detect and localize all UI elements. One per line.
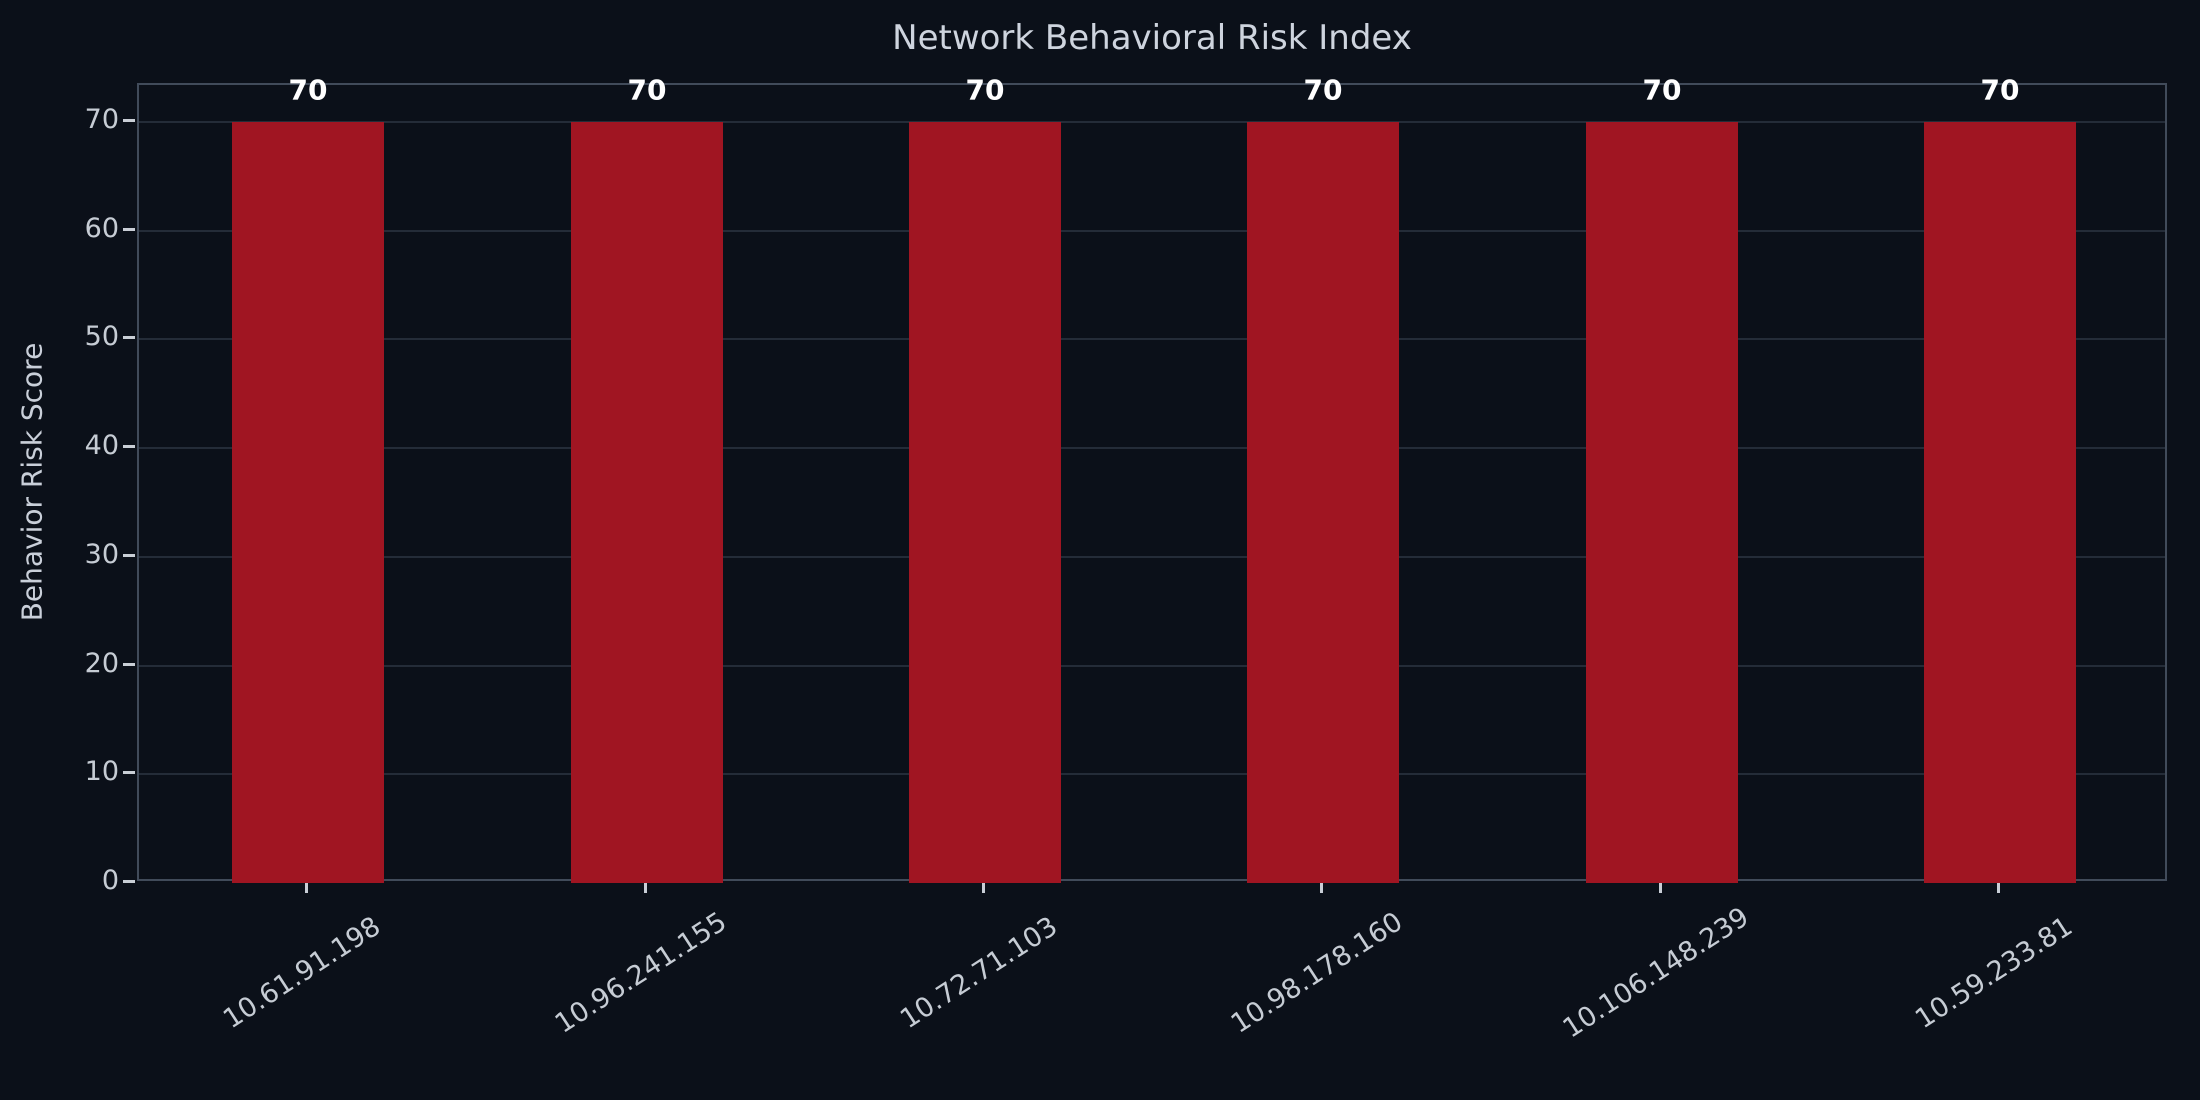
y-tick-mark bbox=[123, 771, 135, 774]
bar-value-label: 70 bbox=[1303, 73, 1343, 107]
bar-value-label: 70 bbox=[627, 73, 667, 107]
chart-title: Network Behavioral Risk Index bbox=[892, 18, 1412, 58]
bar-value-label: 70 bbox=[1642, 73, 1682, 107]
x-tick-mark bbox=[305, 883, 308, 893]
x-tick-mark bbox=[644, 883, 647, 893]
x-tick-mark bbox=[1659, 883, 1662, 893]
y-tick-mark bbox=[123, 554, 135, 557]
bar-value-label: 70 bbox=[288, 73, 328, 107]
gridline-y-60 bbox=[139, 229, 2165, 232]
x-tick-label: 10.72.71.103 bbox=[894, 910, 1064, 1036]
y-tick-mark bbox=[123, 228, 135, 231]
x-tick-mark bbox=[1997, 883, 2000, 893]
y-tick-label: 40 bbox=[84, 430, 119, 461]
gridline-y-40 bbox=[139, 447, 2165, 450]
gridline-y-70 bbox=[139, 120, 2165, 123]
x-tick-label: 10.59.233.81 bbox=[1909, 910, 2079, 1036]
y-tick-label: 0 bbox=[101, 865, 119, 896]
x-tick-mark bbox=[982, 883, 985, 893]
y-tick-label: 20 bbox=[84, 648, 119, 679]
y-axis-label: Behavior Risk Score bbox=[15, 342, 49, 622]
bar-10.61.91.198 bbox=[232, 122, 384, 883]
y-tick-mark bbox=[123, 663, 135, 666]
y-tick-mark bbox=[123, 119, 135, 122]
x-tick-label: 10.106.148.239 bbox=[1557, 901, 1755, 1045]
bar-10.98.178.160 bbox=[1247, 122, 1399, 883]
bar-10.72.71.103 bbox=[909, 122, 1061, 883]
y-tick-label: 50 bbox=[84, 321, 119, 352]
y-tick-label: 60 bbox=[84, 213, 119, 244]
bar-10.96.241.155 bbox=[571, 122, 723, 883]
y-tick-mark bbox=[123, 336, 135, 339]
x-tick-label: 10.61.91.198 bbox=[217, 910, 387, 1036]
gridline-y-50 bbox=[139, 338, 2165, 341]
y-tick-mark bbox=[123, 880, 135, 883]
y-tick-mark bbox=[123, 445, 135, 448]
bar-value-label: 70 bbox=[965, 73, 1005, 107]
gridline-y-20 bbox=[139, 664, 2165, 667]
plot-area: 70 70 70 70 70 70 bbox=[137, 74, 2167, 883]
y-tick-label: 10 bbox=[84, 756, 119, 787]
gridline-y-30 bbox=[139, 555, 2165, 558]
x-tick-mark bbox=[1320, 883, 1323, 893]
gridline-y-10 bbox=[139, 773, 2165, 776]
bar-value-label: 70 bbox=[1980, 73, 2020, 107]
y-tick-label: 70 bbox=[84, 104, 119, 135]
x-tick-label: 10.98.178.160 bbox=[1225, 906, 1409, 1040]
x-tick-label: 10.96.241.155 bbox=[549, 906, 733, 1040]
bar-10.106.148.239 bbox=[1586, 122, 1738, 883]
bar-10.59.233.81 bbox=[1924, 122, 2076, 883]
y-tick-label: 30 bbox=[84, 539, 119, 570]
